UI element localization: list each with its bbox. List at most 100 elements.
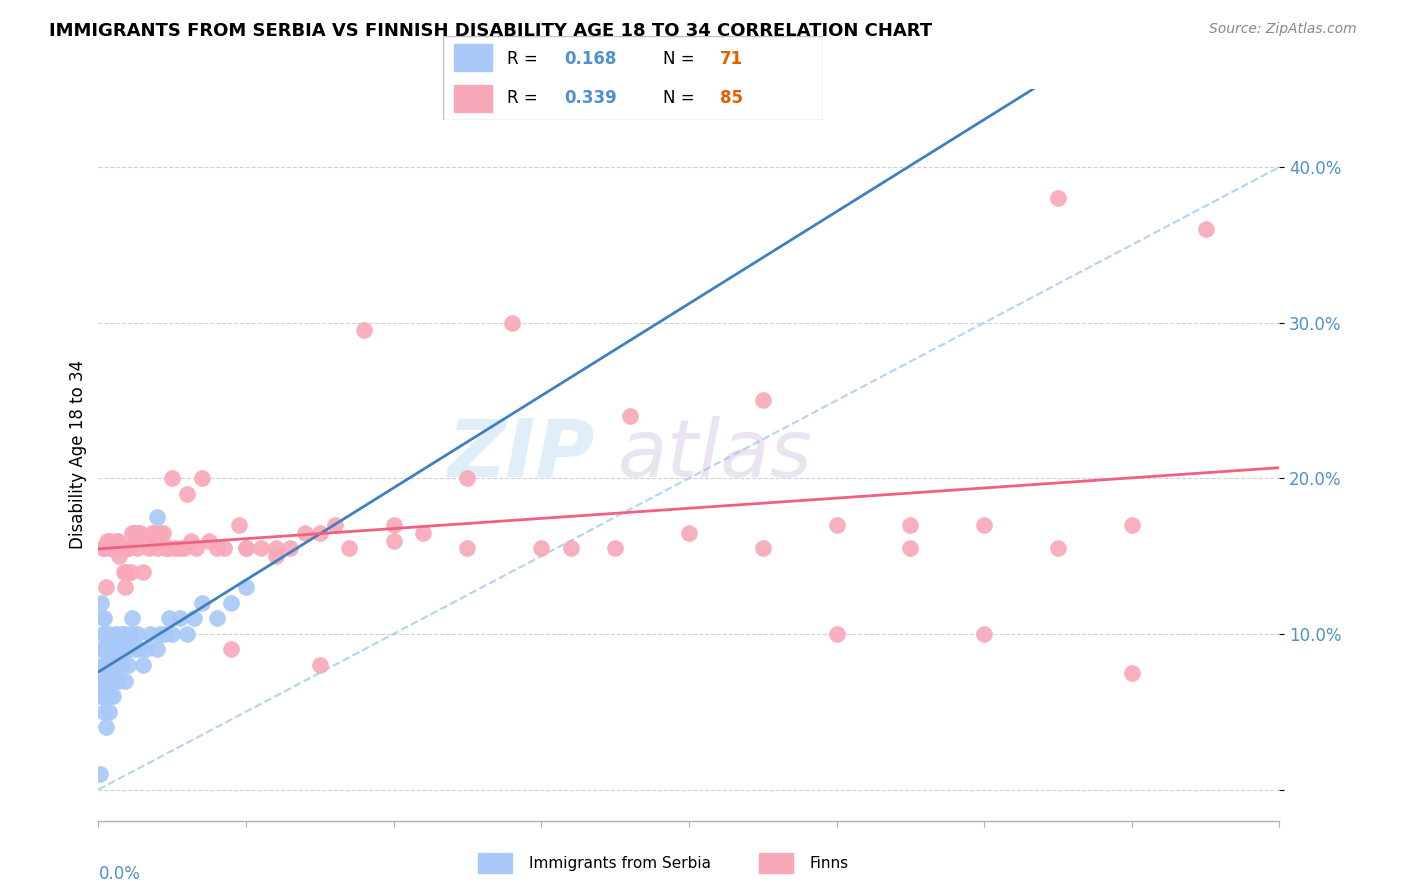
Point xyxy=(117,658,139,673)
Point xyxy=(1046,541,1070,556)
Point xyxy=(108,658,131,673)
Point xyxy=(1195,222,1218,236)
Point xyxy=(97,705,120,719)
Point xyxy=(90,596,112,610)
Point xyxy=(138,541,160,556)
Text: R =: R = xyxy=(508,88,544,106)
Text: 0.0%: 0.0% xyxy=(98,864,141,882)
Point xyxy=(152,525,174,540)
Point xyxy=(382,533,405,548)
Point xyxy=(825,627,848,641)
Point xyxy=(165,541,187,556)
Point xyxy=(118,642,141,657)
Point xyxy=(103,658,125,673)
Point xyxy=(221,642,243,657)
Point xyxy=(323,518,346,533)
Text: Source: ZipAtlas.com: Source: ZipAtlas.com xyxy=(1209,22,1357,37)
Point xyxy=(235,580,257,594)
Point xyxy=(93,642,115,657)
Point xyxy=(96,689,118,703)
Point xyxy=(100,541,122,556)
Point xyxy=(122,525,145,540)
Point xyxy=(94,627,117,641)
Point xyxy=(135,642,157,657)
Point xyxy=(162,627,183,641)
Point xyxy=(107,673,129,688)
Bar xyxy=(454,44,492,71)
Point xyxy=(125,627,148,641)
Point xyxy=(103,541,125,556)
Text: atlas: atlas xyxy=(619,416,813,494)
Point xyxy=(94,689,117,703)
Point xyxy=(191,596,214,610)
Text: 71: 71 xyxy=(720,50,744,68)
Point xyxy=(1121,665,1143,680)
Point xyxy=(103,642,125,657)
Point xyxy=(149,627,172,641)
Point xyxy=(235,541,257,556)
Point xyxy=(91,658,114,673)
Point xyxy=(94,658,117,673)
Text: N =: N = xyxy=(664,50,700,68)
Point xyxy=(212,541,235,556)
Point xyxy=(457,541,479,556)
Point xyxy=(117,541,139,556)
Point xyxy=(678,525,700,540)
Point xyxy=(94,580,117,594)
Point xyxy=(114,627,136,641)
Point xyxy=(294,525,316,540)
Point xyxy=(118,541,141,556)
Point xyxy=(89,767,111,781)
Point xyxy=(98,689,121,703)
Point xyxy=(280,541,302,556)
Point xyxy=(128,525,150,540)
Point xyxy=(900,518,922,533)
Point xyxy=(105,627,128,641)
Point xyxy=(235,541,257,556)
Point xyxy=(173,541,195,556)
Text: 85: 85 xyxy=(720,88,742,106)
Point xyxy=(104,673,127,688)
Point xyxy=(97,541,120,556)
Point xyxy=(114,673,136,688)
Point xyxy=(228,518,250,533)
Point xyxy=(98,533,121,548)
Point xyxy=(125,541,148,556)
Point xyxy=(900,541,922,556)
Point xyxy=(146,510,169,524)
Point xyxy=(135,533,157,548)
Point xyxy=(87,681,110,696)
Point xyxy=(93,705,115,719)
Point xyxy=(752,393,775,408)
Point xyxy=(90,642,112,657)
Point xyxy=(309,658,332,673)
Point xyxy=(124,525,146,540)
Point xyxy=(752,541,775,556)
Point xyxy=(605,541,627,556)
Point xyxy=(110,627,132,641)
Point xyxy=(100,673,122,688)
Text: 0.339: 0.339 xyxy=(564,88,617,106)
Point xyxy=(114,580,136,594)
Point xyxy=(457,471,479,485)
Point xyxy=(162,471,183,485)
Point xyxy=(339,541,361,556)
Point xyxy=(124,642,146,657)
Point xyxy=(110,642,132,657)
Point xyxy=(184,541,207,556)
Point xyxy=(353,323,375,337)
Text: IMMIGRANTS FROM SERBIA VS FINNISH DISABILITY AGE 18 TO 34 CORRELATION CHART: IMMIGRANTS FROM SERBIA VS FINNISH DISABI… xyxy=(49,22,932,40)
Point xyxy=(110,541,132,556)
Point xyxy=(105,533,128,548)
Point xyxy=(96,658,118,673)
Point xyxy=(221,596,243,610)
Point xyxy=(98,658,121,673)
Point xyxy=(94,720,117,734)
Point xyxy=(112,642,135,657)
Point xyxy=(93,611,115,625)
Point xyxy=(100,658,122,673)
Point xyxy=(143,525,166,540)
Point xyxy=(120,565,142,579)
Point xyxy=(103,689,125,703)
Point xyxy=(115,642,138,657)
